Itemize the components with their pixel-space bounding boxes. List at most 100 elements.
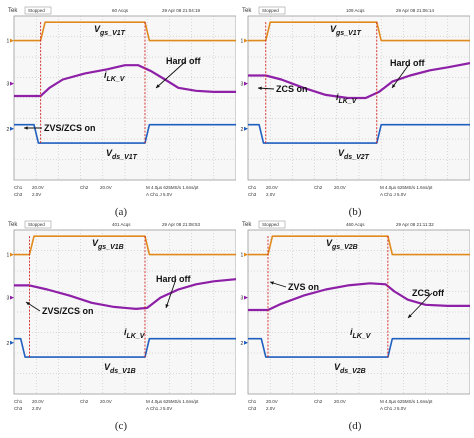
footer-readout: Ch3: [14, 406, 23, 411]
level-marker-arrow: [244, 81, 248, 86]
footer-readout: Ch2: [80, 185, 89, 190]
footer-readout: Ch1: [248, 185, 257, 190]
header-brand: Tek: [242, 8, 252, 14]
status-box: [258, 6, 286, 15]
annotation-off-arrow: [391, 62, 411, 89]
trace-ilk: [14, 64, 236, 98]
footer-readout: 20.0V: [334, 399, 346, 404]
footer-readout: Ch2: [314, 185, 323, 190]
level-marker: 1: [241, 253, 244, 259]
footer-readout: 20.0V: [100, 399, 112, 404]
scope-panel-d: Tek Stopped 460 Acqs 29 Apr 08 21:11:32 1 3 2 V…: [240, 218, 470, 436]
annotation-off-arrowhead: [408, 314, 412, 318]
footer-readout: Ch1: [248, 399, 257, 404]
header-timestamp: 29 Apr 08 21:08:53: [162, 222, 201, 227]
label-vgs: Vgs_V1T: [330, 24, 362, 37]
label-ilk: iLK_V: [124, 327, 146, 340]
footer-readout: Ch1: [14, 185, 23, 190]
footer-readout: 20.0V: [334, 185, 346, 190]
footer-readout: Ch2: [80, 399, 89, 404]
annotation-off-arrow: [155, 60, 187, 89]
annotation-on: ZCS on: [276, 84, 308, 94]
header-status: Stopped: [262, 8, 279, 13]
footer-readout: 20.0V: [32, 185, 44, 190]
level-marker-arrow: [10, 38, 14, 43]
level-marker-arrow: [244, 126, 248, 131]
label-vds: Vds_V1T: [106, 148, 138, 161]
level-marker: 2: [7, 127, 10, 133]
header-acq-count: 460 Acqs: [346, 222, 365, 227]
level-marker: 3: [241, 296, 244, 302]
label-vds: Vds_V2B: [334, 362, 366, 375]
level-marker-arrow: [244, 340, 248, 345]
header-acq-count: 60 Acqs: [112, 8, 129, 13]
annotation-off: Hard off: [156, 274, 192, 284]
header-brand: Tek: [8, 222, 18, 228]
footer-readout: 2.0V: [266, 406, 275, 411]
annotation-off-arrow: [407, 292, 433, 319]
level-marker-arrow: [10, 295, 14, 300]
label-vgs: Vgs_V2B: [326, 238, 358, 251]
annotation-on-arrowhead: [26, 302, 30, 306]
footer-readout: 20.0V: [100, 185, 112, 190]
footer-readout: M 4.0µs 625MS/s 1.6ns/pt: [380, 399, 433, 404]
footer-readout: A Ch1 J 5.0V: [146, 192, 172, 197]
footer-readout: A Ch1 J 5.0V: [146, 406, 172, 411]
annotation-off-arrowhead: [165, 304, 169, 308]
trace-ilk: [248, 282, 470, 312]
scope-panel-c: Tek Stopped 401 Acqs 29 Apr 08 21:08:53 1 3 2 V…: [6, 218, 236, 436]
trace-vgs: [14, 21, 236, 42]
footer-readout: Ch3: [248, 406, 257, 411]
trace-vgs: [14, 235, 236, 256]
level-marker-arrow: [244, 252, 248, 257]
annotation-on-arrowhead: [24, 126, 28, 130]
annotation-off: ZCS off: [412, 288, 445, 298]
scope-panel-b: Tek Stopped 109 Acqs 29 Apr 08 21:06:14 1 3 2 V…: [240, 4, 470, 222]
level-marker: 2: [241, 127, 244, 133]
trace-vds: [248, 337, 470, 358]
label-vgs: Vgs_V1B: [92, 238, 124, 251]
footer-readout: A Ch1 J 5.0V: [380, 192, 406, 197]
graticule-grid: [14, 16, 236, 180]
level-marker-arrow: [10, 340, 14, 345]
level-marker-arrow: [10, 126, 14, 131]
status-box: [24, 6, 52, 15]
header-acq-count: 401 Acqs: [112, 222, 131, 227]
scope-screen: Tek Stopped 109 Acqs 29 Apr 08 21:06:14 1 3 2 V…: [241, 6, 470, 197]
footer-readout: 20.0V: [266, 399, 278, 404]
annotation-on: ZVS/ZCS on: [42, 306, 94, 316]
graticule-grid: [248, 230, 470, 394]
annotation-off: Hard off: [166, 56, 202, 66]
level-marker: 3: [7, 82, 10, 88]
footer-readout: 20.0V: [266, 185, 278, 190]
level-marker-arrow: [244, 38, 248, 43]
header-brand: Tek: [242, 222, 252, 228]
header-status: Stopped: [262, 222, 279, 227]
label-ilk: iLK_V: [336, 92, 358, 105]
label-vds: Vds_V2T: [338, 148, 370, 161]
scope-screen: Tek Stopped 401 Acqs 29 Apr 08 21:08:53 1 3 2 V…: [7, 220, 236, 411]
level-marker-arrow: [10, 252, 14, 257]
level-marker: 1: [7, 39, 10, 45]
level-marker: 2: [241, 341, 244, 347]
footer-readout: Ch3: [248, 192, 257, 197]
header-timestamp: 29 Apr 08 21:04:19: [162, 8, 201, 13]
footer-readout: M 4.0µs 625MS/s 1.6ns/pt: [146, 185, 199, 190]
annotation-on: ZVS on: [288, 282, 319, 292]
annotation-on-arrowhead: [270, 281, 274, 285]
annotation-off-arrowhead: [156, 84, 160, 88]
footer-readout: 2.0V: [32, 406, 41, 411]
footer-readout: M 4.0µs 625MS/s 1.6ns/pt: [146, 399, 199, 404]
trace-ilk: [248, 62, 470, 100]
footer-readout: Ch2: [314, 399, 323, 404]
level-marker: 1: [241, 39, 244, 45]
footer-readout: M 4.0µs 625MS/s 1.6ns/pt: [380, 185, 433, 190]
annotation-on: ZVS/ZCS on: [44, 123, 96, 133]
trace-vgs: [248, 235, 470, 256]
label-ilk: iLK_V: [104, 70, 126, 83]
trace-vds: [14, 337, 236, 358]
scope-screen: Tek Stopped 460 Acqs 29 Apr 08 21:11:32 1 3 2 V…: [241, 220, 470, 411]
level-marker: 2: [7, 341, 10, 347]
header-status: Stopped: [28, 222, 45, 227]
footer-readout: 2.0V: [32, 192, 41, 197]
